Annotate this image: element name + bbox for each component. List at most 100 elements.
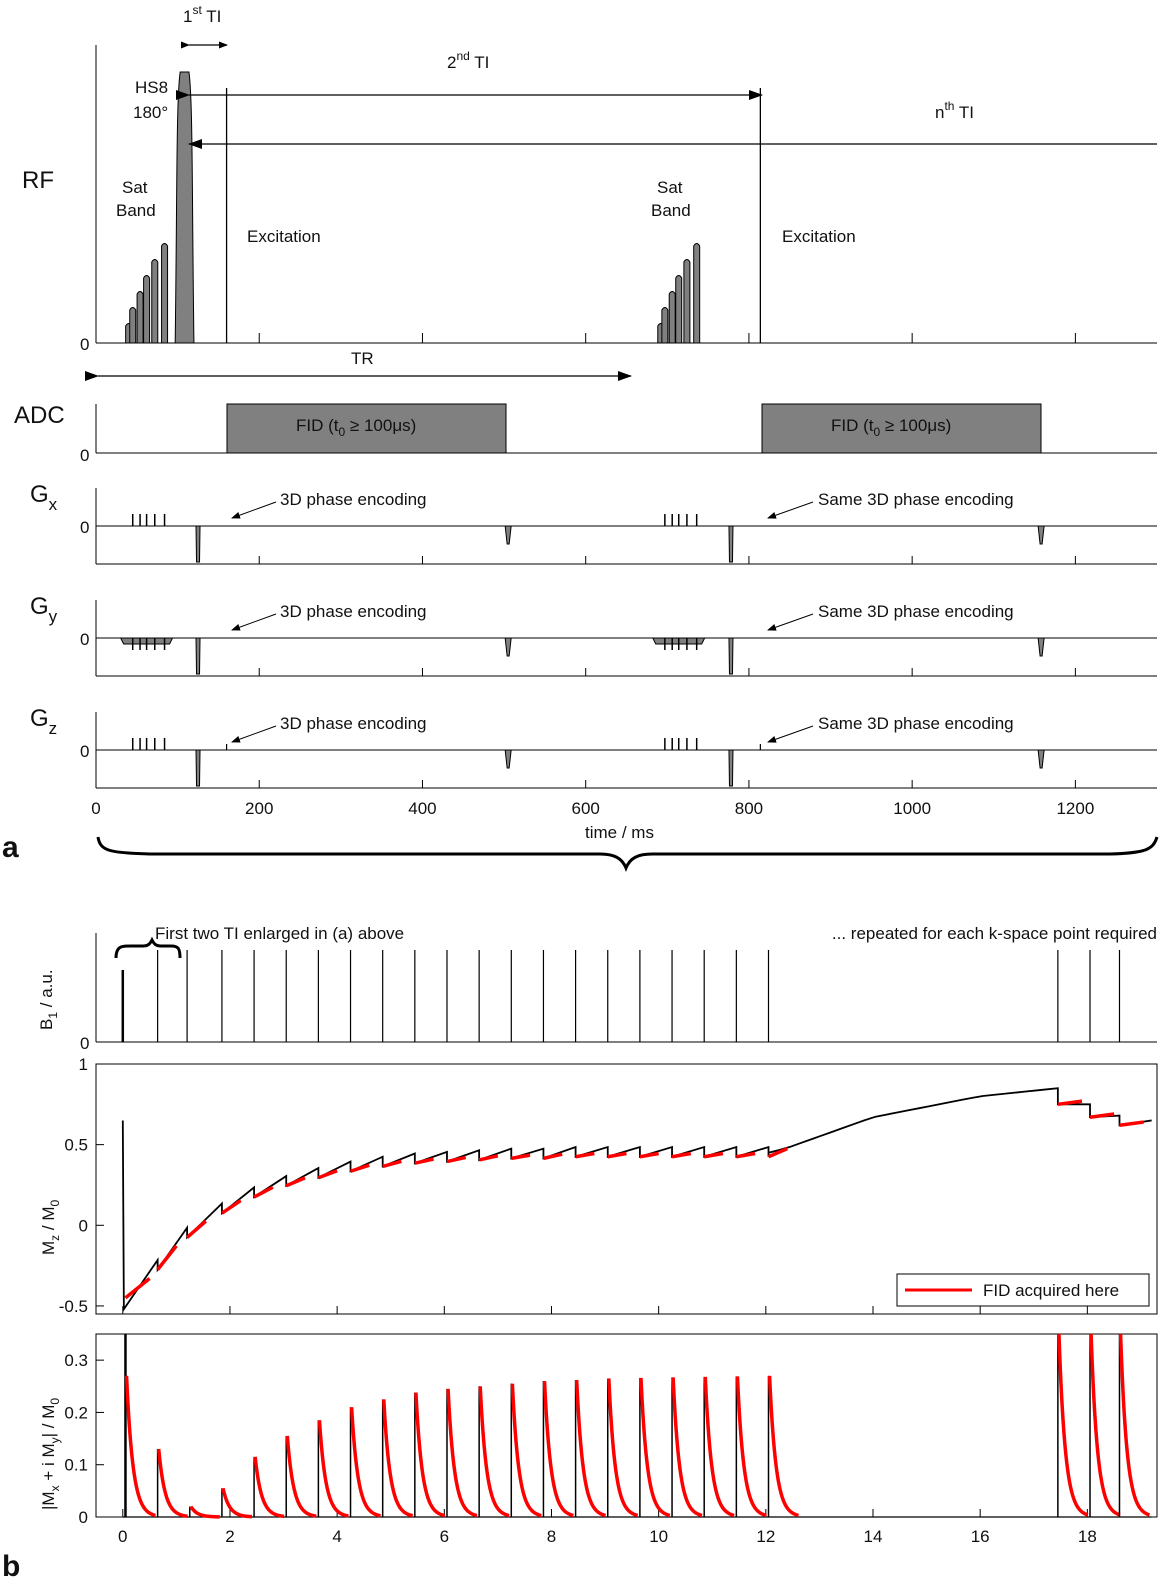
mz-fid-segment-19 [736, 1151, 756, 1159]
mz-fid-segment-12 [510, 1153, 531, 1161]
mxy-ytick-label-0: 0.3 [64, 1351, 88, 1370]
gy-spoiler-0 [195, 637, 201, 675]
gy-rewinder-1 [1037, 637, 1045, 657]
mz-fid-segment-3 [220, 1199, 242, 1215]
ti2-label: 2nd TI [447, 49, 489, 72]
time-tick-label-4: 800 [735, 799, 763, 818]
mz-fid-segment-8 [382, 1159, 402, 1169]
b-xtick-label-3: 6 [440, 1527, 449, 1546]
mxy-fid-0 [124, 1375, 156, 1518]
gz-label: Gz [30, 705, 57, 738]
first-two-ti-brace [114, 936, 182, 959]
gz-rewinder-0 [504, 749, 512, 769]
hs8-inversion-pulse [174, 71, 195, 344]
mz-fid-segment-late-0 [1057, 1099, 1083, 1107]
gx-label: Gx [30, 481, 58, 514]
mz-ticks: 1 0.5 0 -0.5 [59, 1055, 1088, 1316]
mxy-fid-16 [639, 1377, 671, 1518]
b1-pulses [121, 950, 1121, 1042]
mxy-fid-19 [735, 1376, 767, 1518]
sat-band-label-1b: Band [116, 201, 156, 220]
mz-fid-segment-late-2 [1119, 1120, 1144, 1128]
gy-same-phase-enc-label: Same 3D phase encoding [818, 602, 1014, 621]
b-xtick-label-2: 4 [332, 1527, 341, 1546]
b1-axis-label: B1 / a.u. [37, 969, 60, 1030]
gx-spoiler-0 [195, 525, 201, 563]
mxy-fid-12 [510, 1383, 542, 1518]
mxy-fid-13 [542, 1380, 574, 1518]
sat-band-label-2a: Sat [657, 178, 683, 197]
gz-phase-enc-arrow [231, 725, 277, 743]
panel-a: RF 0 1st TI 2nd TI nth TI HS8 180° Sat B… [2, 3, 1159, 873]
mz-fid-segment-14 [575, 1151, 595, 1159]
gy-phase-enc-arrow [231, 613, 277, 631]
mz-fid-segment-17 [671, 1151, 692, 1159]
gy-label: Gy [30, 593, 58, 626]
gz-same-phase-enc-arrow [767, 725, 814, 743]
mxy-fid-5 [285, 1435, 317, 1518]
gz-spoiler-0 [195, 749, 201, 787]
gz-same-phase-enc-label: Same 3D phase encoding [818, 714, 1014, 733]
gz-zero-label: 0 [80, 742, 89, 761]
mxy-fid-8 [382, 1399, 414, 1518]
gx-same-phase-enc-label: Same 3D phase encoding [818, 490, 1014, 509]
b-xtick-label-8: 16 [971, 1527, 990, 1546]
adc-label: ADC [14, 402, 65, 429]
mz-fid-segments [124, 1099, 1144, 1300]
fid-label-1: FID (t0 ≥ 100μs) [296, 416, 416, 439]
mz-fid-segment-11 [478, 1154, 499, 1162]
rf-zero-label: 0 [80, 335, 89, 354]
gz-spoiler-1 [728, 749, 734, 787]
sat-band-pulse-1-4 [683, 259, 691, 344]
mxy-fid-4 [253, 1456, 285, 1519]
fid-label-2: FID (t0 ≥ 100μs) [831, 416, 951, 439]
panel-b-label: b [2, 1550, 20, 1582]
mz-fid-segment-16 [639, 1151, 659, 1159]
excitation-label-2: Excitation [782, 227, 856, 246]
sat-band-label-1a: Sat [122, 178, 148, 197]
sat-band-pulse-0-2 [136, 291, 144, 344]
panel-b-x-axis: 0 2 4 6 8 10 12 14 16 18 [118, 1527, 1097, 1546]
mz-fid-segment-2 [185, 1219, 207, 1239]
gx-rewinder-1 [1037, 525, 1045, 545]
mxy-fid-23 [1118, 1333, 1151, 1517]
mz-fid-segment-7 [349, 1163, 370, 1173]
mxy-fid-17 [671, 1377, 703, 1518]
mxy-fid-2 [189, 1505, 220, 1519]
gradient-rows [95, 488, 1157, 789]
mz-fid-segment-0 [124, 1277, 151, 1300]
mz-fid-segment-5 [285, 1176, 306, 1188]
mxy-fid-20 [767, 1375, 799, 1518]
rf-ticks [95, 333, 1076, 343]
gx-zero-label: 0 [80, 518, 89, 537]
mz-fid-segment-20 [767, 1147, 788, 1159]
mxy-fid-3 [221, 1487, 253, 1519]
mxy-fid-15 [607, 1378, 639, 1518]
sat-band-pulse-1-1 [661, 307, 669, 344]
b-xtick-label-6: 12 [756, 1527, 775, 1546]
b1-zero-label: 0 [80, 1034, 89, 1053]
tin-label: nth TI [935, 99, 974, 122]
time-tick-label-1: 200 [245, 799, 273, 818]
adc-window-2 [761, 403, 1042, 454]
mz-plot-frame [95, 1063, 1158, 1315]
adc-zero-label: 0 [80, 446, 89, 465]
adc-window-1 [226, 403, 507, 454]
mz-fid-segment-late-1 [1089, 1112, 1115, 1119]
tr-label: TR [351, 349, 374, 368]
b-xtick-label-4: 8 [547, 1527, 556, 1546]
rf-label: RF [22, 167, 54, 194]
mxy-fid-9 [414, 1392, 446, 1518]
panel-brace [96, 836, 1159, 873]
mxy-fid-6 [317, 1420, 349, 1518]
mxy-fid-10 [446, 1388, 478, 1518]
hs8-angle-label: 180° [133, 103, 168, 122]
sat-band-label-2b: Band [651, 201, 691, 220]
mxy-axis-label: |Mx + i My| / M0 [39, 1398, 62, 1510]
panel-a-label: a [2, 831, 19, 864]
gy-spoiler-1 [728, 637, 734, 675]
panel-b: 0 B1 / a.u. First two TI enlarged in (a)… [2, 924, 1158, 1582]
mz-fid-segment-15 [607, 1151, 627, 1159]
mxy-plot-frame [95, 1333, 1158, 1518]
